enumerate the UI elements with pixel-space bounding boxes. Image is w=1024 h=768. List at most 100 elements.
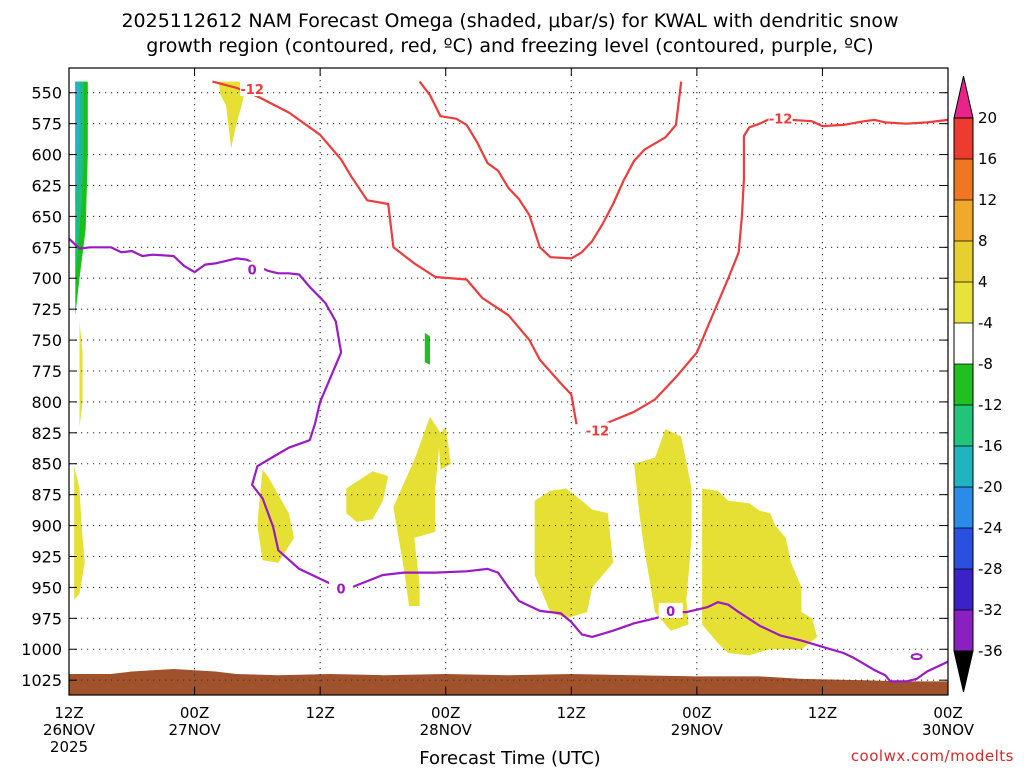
y-tick-label-1: 575 (31, 115, 62, 134)
omega-shade-1 (74, 466, 85, 600)
x-tick-label-7-2: 30NOV (922, 721, 975, 739)
colorbar-label-3: 8 (978, 232, 988, 250)
colorbar-label-11: -28 (978, 560, 1003, 578)
x-tick-label-3-1: 00Z (431, 704, 460, 722)
y-tick-label-5: 675 (31, 238, 62, 257)
terrain-ground (69, 669, 948, 695)
y-tick-label-10: 800 (31, 393, 62, 412)
colorbar-bin-2 (954, 200, 973, 241)
contour-label-1: -12 (769, 113, 793, 128)
colorbar-label-1: 16 (978, 150, 997, 168)
contour-label-bg-4 (329, 580, 354, 596)
contour-label-2: -12 (586, 424, 610, 439)
colorbar-label-2: 12 (978, 191, 997, 209)
colorbar-bin-0 (954, 118, 973, 159)
x-tick-label-1-2: 27NOV (169, 721, 222, 739)
colorbar-label-12: -32 (978, 601, 1003, 619)
contour-label-0: -12 (240, 83, 264, 98)
omega-shade-neg-0 (424, 332, 430, 365)
x-tick-label-0-2: 26NOV (43, 721, 96, 739)
y-tick-label-18: 1000 (21, 640, 62, 659)
y-tick-label-0: 550 (31, 84, 62, 103)
contour-line-2 (591, 117, 948, 431)
y-tick-label-17: 975 (31, 609, 62, 628)
contour-label-bg-1 (768, 110, 793, 126)
contour-label-bg-2 (585, 422, 610, 438)
y-tick-label-9: 775 (31, 362, 62, 381)
contour-line-3 (69, 237, 948, 683)
chart-title-line2: growth region (contoured, red, ºC) and f… (146, 35, 873, 57)
x-axis-label: Forecast Time (UTC) (419, 748, 600, 768)
colorbar-bin-4 (954, 282, 973, 323)
x-tick-label-4-1: 12Z (557, 704, 586, 722)
colorbar-label-9: -20 (978, 478, 1003, 496)
x-tick-label-7-1: 00Z (933, 704, 962, 722)
contour-label-bg-0 (240, 81, 265, 97)
x-tick-label-2-1: 12Z (305, 704, 334, 722)
colorbar-bin-11 (954, 569, 973, 610)
colorbar-label-5: -4 (978, 314, 993, 332)
y-tick-label-15: 925 (31, 547, 62, 566)
y-tick-label-12: 850 (31, 455, 62, 474)
contour-line-0 (212, 80, 578, 425)
colorbar-bin-6 (954, 364, 973, 405)
contour-label-bg-5 (658, 602, 683, 618)
omega-shade-5 (393, 416, 441, 606)
plot-area: -12 -12 -12 0 0 0 (68, 67, 949, 696)
y-tick-label-8: 750 (31, 331, 62, 350)
colorbar-bin-12 (954, 610, 973, 651)
contour-label-3: 0 (248, 264, 257, 279)
omega-shade-8 (634, 429, 692, 631)
colorbar-label-0: 20 (978, 109, 997, 127)
colorbar-bin-9 (954, 487, 973, 528)
y-tick-label-13: 875 (31, 486, 62, 505)
colorbar-top-arrow (953, 75, 974, 119)
y-tick-label-14: 900 (31, 517, 62, 536)
omega-shade-9 (702, 488, 818, 656)
omega-shade-2 (79, 321, 83, 427)
plot-frame (68, 67, 949, 696)
y-tick-label-4: 650 (31, 207, 62, 226)
contour-label-bg-3 (240, 261, 265, 277)
x-tick-label-3-2: 28NOV (420, 721, 473, 739)
contour-line-1 (418, 80, 683, 260)
colorbar-bin-10 (954, 528, 973, 569)
y-tick-label-11: 825 (31, 424, 62, 443)
y-tick-label-6: 700 (31, 269, 62, 288)
omega-shade-3 (257, 469, 294, 563)
colorbar-bin-1 (954, 159, 973, 200)
omega-shade-4 (346, 471, 389, 522)
colorbar-label-6: -8 (978, 355, 993, 373)
x-tick-label-5-2: 29NOV (671, 721, 724, 739)
colorbar-label-7: -12 (978, 396, 1003, 414)
colorbar-bottom-arrow (953, 650, 974, 693)
x-tick-label-6-1: 12Z (808, 704, 837, 722)
omega-shade-6 (438, 426, 451, 470)
contour-small-loop (910, 653, 923, 661)
contour-label-4: 0 (337, 583, 346, 598)
omega-shade-0 (218, 81, 247, 149)
x-tick-label-1-1: 00Z (180, 704, 209, 722)
contour-label-5: 0 (666, 605, 675, 620)
x-tick-label-0-3: 2025 (50, 738, 88, 756)
plot-inner: -12 -12 -12 0 0 0 (69, 68, 948, 695)
y-tick-label-19: 1025 (21, 671, 62, 690)
colorbar-bin-8 (954, 446, 973, 487)
colorbar-bin-3 (954, 241, 973, 282)
colorbar-bin-7 (954, 405, 973, 446)
y-axis: 550 575 600 625 650 675 700 725 750 775 800 825 850 8… (21, 84, 948, 690)
colorbar-label-13: -36 (978, 642, 1003, 660)
y-tick-label-3: 625 (31, 176, 62, 195)
colorbar-label-10: -24 (978, 519, 1003, 537)
y-tick-label-7: 725 (31, 300, 62, 319)
colorbar-label-8: -16 (978, 437, 1003, 455)
credit-link[interactable]: coolwx.com/modelts (851, 747, 1014, 765)
omega-shade-neg-3 (75, 81, 80, 204)
colorbar-bin-5 (954, 323, 973, 364)
y-tick-label-16: 950 (31, 578, 62, 597)
colorbar: 20 16 12 8 4 -4 -8 -12 -16 -20 -24 -28 -32 -36 (953, 75, 1003, 693)
y-tick-label-2: 600 (31, 146, 62, 165)
chart-title-line1: 2025112612 NAM Forecast Omega (shaded, μ… (121, 10, 898, 32)
